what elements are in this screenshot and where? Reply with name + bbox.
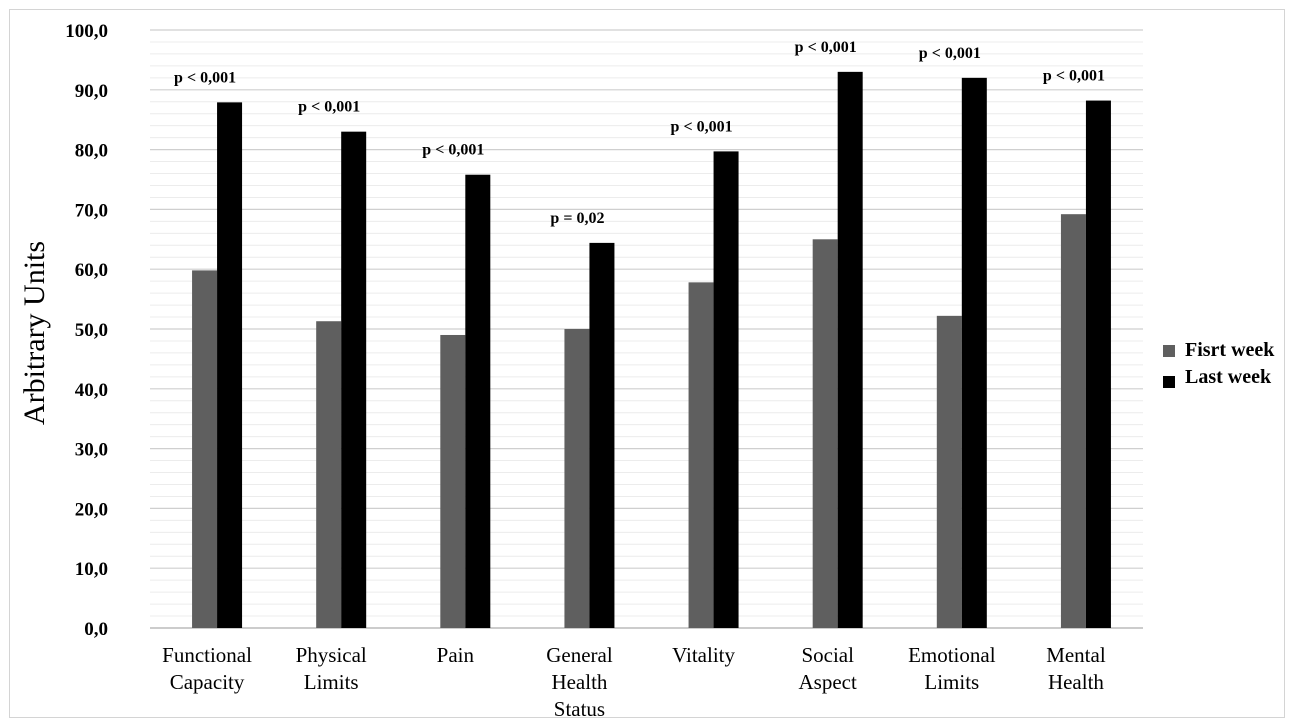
gridlines — [150, 29, 1143, 629]
y-tick-label: 70,0 — [75, 200, 108, 221]
x-category-label: Vitality — [672, 643, 735, 667]
bar-last-week — [589, 242, 615, 628]
x-category-label: Functional — [162, 643, 252, 667]
bar-first-week — [688, 282, 714, 628]
y-tick-label: 60,0 — [75, 260, 108, 281]
x-category-label: Limits — [924, 670, 979, 694]
y-axis-title: Arbitrary Units — [18, 241, 51, 425]
x-category-label: Limits — [304, 670, 359, 694]
p-value-label: p < 0,001 — [298, 99, 360, 116]
x-category-label: Status — [554, 697, 605, 721]
bars — [192, 71, 1111, 629]
x-category-label: Social — [801, 643, 854, 667]
y-tick-label: 80,0 — [75, 141, 108, 162]
y-tick-label: 40,0 — [75, 380, 108, 401]
bar-first-week — [192, 270, 218, 628]
bar-first-week — [316, 321, 342, 628]
legend-swatch-last-week — [1163, 376, 1175, 388]
bar-last-week — [465, 174, 491, 628]
bar-last-week — [1085, 100, 1111, 628]
bar-last-week — [961, 77, 987, 629]
legend: Fisrt week Last week — [1163, 339, 1275, 388]
p-value-label: p < 0,001 — [795, 39, 857, 56]
x-category-label: General — [546, 643, 613, 667]
y-tick-label: 50,0 — [75, 320, 108, 341]
legend-label-last-week: Last week — [1185, 366, 1272, 388]
bar-first-week — [936, 315, 962, 628]
x-category-label: Aspect — [799, 670, 857, 694]
y-tick-label: 20,0 — [75, 499, 108, 520]
p-value-label: p < 0,001 — [671, 118, 733, 135]
bar-first-week — [812, 239, 838, 629]
y-axis-ticks: 0,0 10,0 20,0 30,0 40,0 50,0 60,0 70,0 80,0 90,0 1… — [65, 21, 108, 640]
bar-last-week — [713, 151, 739, 629]
x-category-label: Health — [551, 670, 607, 694]
p-value-label: p < 0,001 — [422, 142, 484, 159]
x-category-label: Physical — [296, 643, 367, 667]
p-value-annotations: p < 0,001 p < 0,001 p < 0,001 p = 0,02 p < 0… — [174, 39, 1105, 227]
p-value-label: p < 0,001 — [174, 69, 236, 86]
bar-first-week — [564, 329, 590, 628]
x-category-label: Health — [1048, 670, 1104, 694]
y-tick-label: 0,0 — [84, 619, 108, 640]
x-category-label: Pain — [437, 643, 475, 667]
bar-last-week — [217, 102, 243, 628]
y-tick-label: 10,0 — [75, 559, 108, 580]
bar-last-week — [837, 71, 863, 629]
x-category-label: Capacity — [170, 670, 245, 694]
x-axis-categories: Functional Capacity Physical Limits Pain Gene… — [162, 643, 1106, 721]
legend-label-first-week: Fisrt week — [1185, 339, 1275, 361]
p-value-label: p < 0,001 — [1043, 68, 1105, 85]
legend-swatch-first-week — [1163, 345, 1175, 357]
y-tick-label: 90,0 — [75, 81, 108, 102]
bar-first-week — [1060, 214, 1086, 628]
p-value-label: p = 0,02 — [550, 210, 604, 227]
y-tick-label: 100,0 — [65, 21, 108, 42]
x-category-label: Emotional — [908, 643, 996, 667]
bar-last-week — [341, 131, 367, 628]
bar-first-week — [440, 334, 466, 628]
p-value-label: p < 0,001 — [919, 45, 981, 62]
y-tick-label: 30,0 — [75, 440, 108, 461]
x-category-label: Mental — [1046, 643, 1106, 667]
